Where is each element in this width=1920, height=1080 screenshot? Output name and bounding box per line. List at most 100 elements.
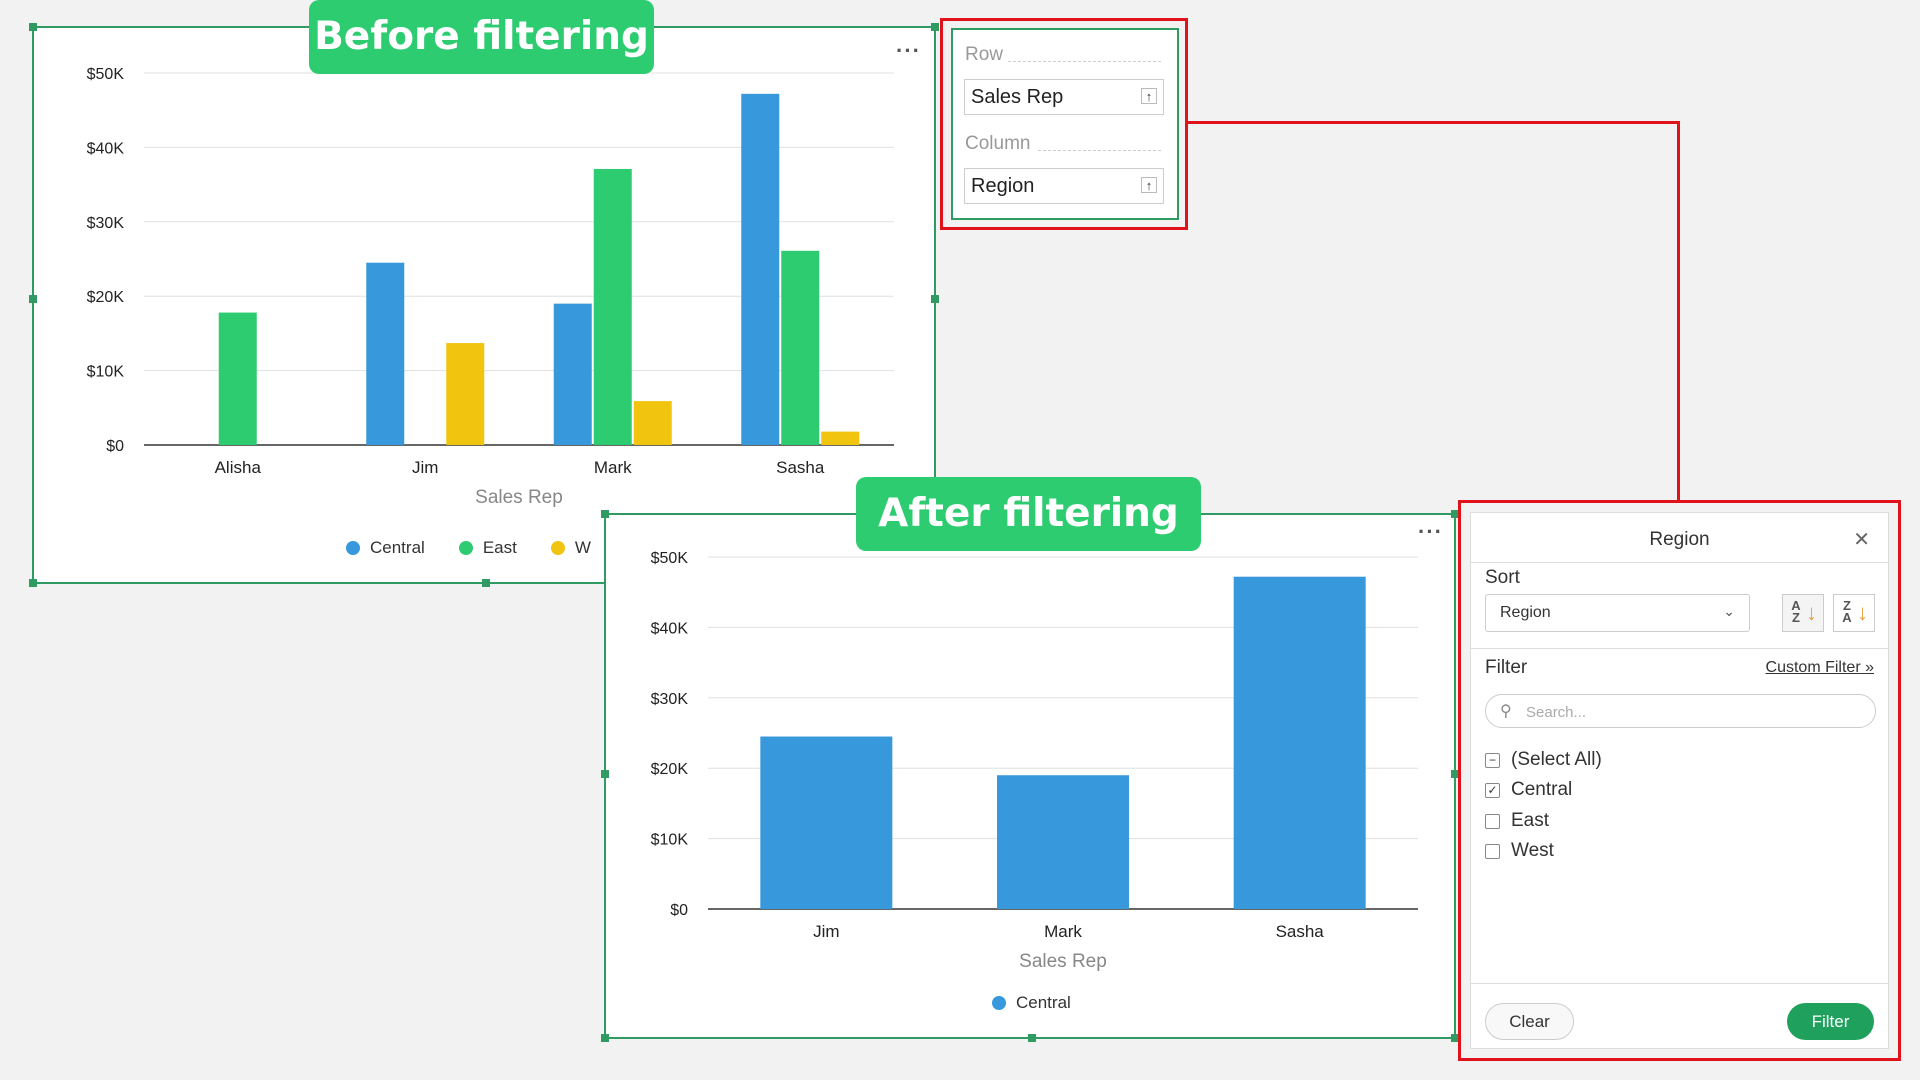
y-tick-label: $50K — [651, 550, 689, 567]
y-tick-label: $50K — [87, 66, 125, 83]
resize-handle[interactable] — [601, 510, 609, 518]
checkbox-checked[interactable]: ✓ — [1485, 782, 1500, 798]
resize-handle[interactable] — [29, 23, 37, 31]
column-label: Column — [965, 133, 1033, 155]
y-tick-label: $0 — [670, 902, 688, 919]
sort-toggle-icon[interactable]: ↑ — [1141, 88, 1157, 104]
y-tick-label: $0 — [106, 438, 124, 455]
custom-filter-link[interactable]: Custom Filter » — [1766, 659, 1874, 677]
option-label: (Select All) — [1511, 749, 1602, 770]
legend-item[interactable]: Central — [992, 993, 1071, 1013]
column-field-region[interactable]: Region ↑ — [964, 168, 1164, 204]
legend-label: W — [574, 538, 591, 557]
panel-divider — [1471, 648, 1888, 649]
bar-central — [741, 93, 780, 445]
checkbox-partial[interactable]: − — [1485, 752, 1500, 768]
chart-before-filtering[interactable]: ··· $0 $10K $20K $30K $40K $50K Alisha Jim Mark S… — [29, 23, 939, 587]
legend-label: East — [482, 538, 517, 557]
resize-handle[interactable] — [601, 1034, 609, 1042]
option-label: East — [1511, 810, 1550, 831]
column-field-value: Region — [971, 175, 1035, 197]
legend-label: Central — [370, 538, 425, 557]
resize-handle[interactable] — [29, 579, 37, 587]
x-tick-label: Alisha — [215, 458, 262, 477]
row-field-sales-rep[interactable]: Sales Rep ↑ — [964, 79, 1164, 115]
y-tick-label: $30K — [651, 691, 689, 708]
legend-label: Central — [1016, 993, 1071, 1012]
legend-item[interactable]: Central — [346, 538, 425, 558]
resize-handle[interactable] — [931, 295, 939, 303]
search-input[interactable] — [1524, 701, 1858, 723]
x-axis-title: Sales Rep — [475, 487, 563, 508]
x-tick-label: Sasha — [776, 458, 825, 477]
y-tick-label: $40K — [87, 140, 125, 157]
chart-after-legend: Central — [992, 993, 1071, 1013]
x-tick-label: Jim — [412, 458, 438, 477]
option-label: West — [1511, 840, 1554, 861]
checkbox-unchecked[interactable] — [1485, 813, 1500, 829]
bar-west — [446, 343, 485, 445]
y-tick-label: $20K — [87, 289, 125, 306]
checkbox-unchecked[interactable] — [1485, 843, 1500, 859]
x-axis-title: Sales Rep — [1019, 951, 1107, 972]
bar-central — [1233, 576, 1366, 909]
legend-swatch — [346, 541, 360, 555]
option-select-all[interactable]: − (Select All) — [1485, 747, 1602, 773]
resize-handle[interactable] — [1451, 1034, 1459, 1042]
resize-handle[interactable] — [1028, 1034, 1036, 1042]
y-tick-label: $10K — [651, 832, 689, 849]
before-filtering-banner: Before filtering — [309, 0, 654, 74]
resize-handle[interactable] — [482, 579, 490, 587]
search-field[interactable]: ⚲ — [1485, 694, 1876, 728]
bar-east — [781, 250, 820, 445]
chart-before-legend: Central East W — [346, 538, 591, 558]
double-chevron-right-icon: » — [1865, 659, 1874, 676]
row-divider — [1008, 61, 1161, 62]
chart-after-filtering[interactable]: ··· $0 $10K $20K $30K $40K $50K Jim Mark Sasha Sa… — [601, 510, 1459, 1042]
x-tick-label: Mark — [594, 458, 632, 477]
connector-line-horizontal — [1186, 121, 1680, 124]
legend-item[interactable]: East — [458, 538, 517, 558]
panel-title: Region — [1649, 529, 1710, 550]
legend-swatch — [992, 996, 1006, 1010]
x-tick-label: Jim — [813, 922, 839, 941]
resize-handle[interactable] — [931, 23, 939, 31]
bar-west — [821, 431, 860, 445]
y-tick-label: $10K — [87, 364, 125, 381]
option-west[interactable]: West — [1485, 838, 1554, 864]
chart-after-svg: $0 $10K $20K $30K $40K $50K Jim Mark Sasha Sales … — [651, 550, 1418, 972]
sort-field-select[interactable]: Region ⌄ — [1485, 594, 1750, 632]
resize-handle[interactable] — [1451, 510, 1459, 518]
y-tick-label: $30K — [87, 215, 125, 232]
bar-central — [553, 303, 592, 445]
x-tick-label: Mark — [1044, 922, 1082, 941]
arrow-down-icon: ↓ — [1857, 600, 1868, 625]
chevron-down-icon: ⌄ — [1723, 603, 1735, 619]
bar-east — [593, 168, 632, 445]
y-tick-label: $40K — [651, 620, 689, 637]
close-icon[interactable]: ✕ — [1853, 529, 1870, 551]
clear-button[interactable]: Clear — [1485, 1003, 1574, 1040]
sort-toggle-icon[interactable]: ↑ — [1141, 177, 1157, 193]
chart-before-svg: $0 $10K $20K $30K $40K $50K Alisha Jim Mark Sasha… — [87, 66, 894, 508]
field-well: Row Sales Rep ↑ Column Region ↑ — [951, 28, 1179, 220]
option-east[interactable]: East — [1485, 808, 1549, 834]
bar-central — [997, 775, 1129, 909]
option-label: Central — [1511, 779, 1573, 800]
custom-filter-label: Custom Filter — [1765, 659, 1861, 676]
panel-divider — [1471, 562, 1888, 563]
option-central[interactable]: ✓ Central — [1485, 777, 1572, 803]
filter-heading: Filter — [1485, 657, 1528, 678]
legend-swatch — [550, 541, 565, 555]
filter-button[interactable]: Filter — [1787, 1003, 1874, 1040]
sort-field-value: Region — [1500, 604, 1551, 621]
resize-handle[interactable] — [1451, 770, 1459, 778]
resize-handle[interactable] — [29, 295, 37, 303]
legend-item[interactable]: W — [550, 538, 591, 558]
resize-handle[interactable] — [601, 770, 609, 778]
search-icon: ⚲ — [1500, 703, 1512, 720]
